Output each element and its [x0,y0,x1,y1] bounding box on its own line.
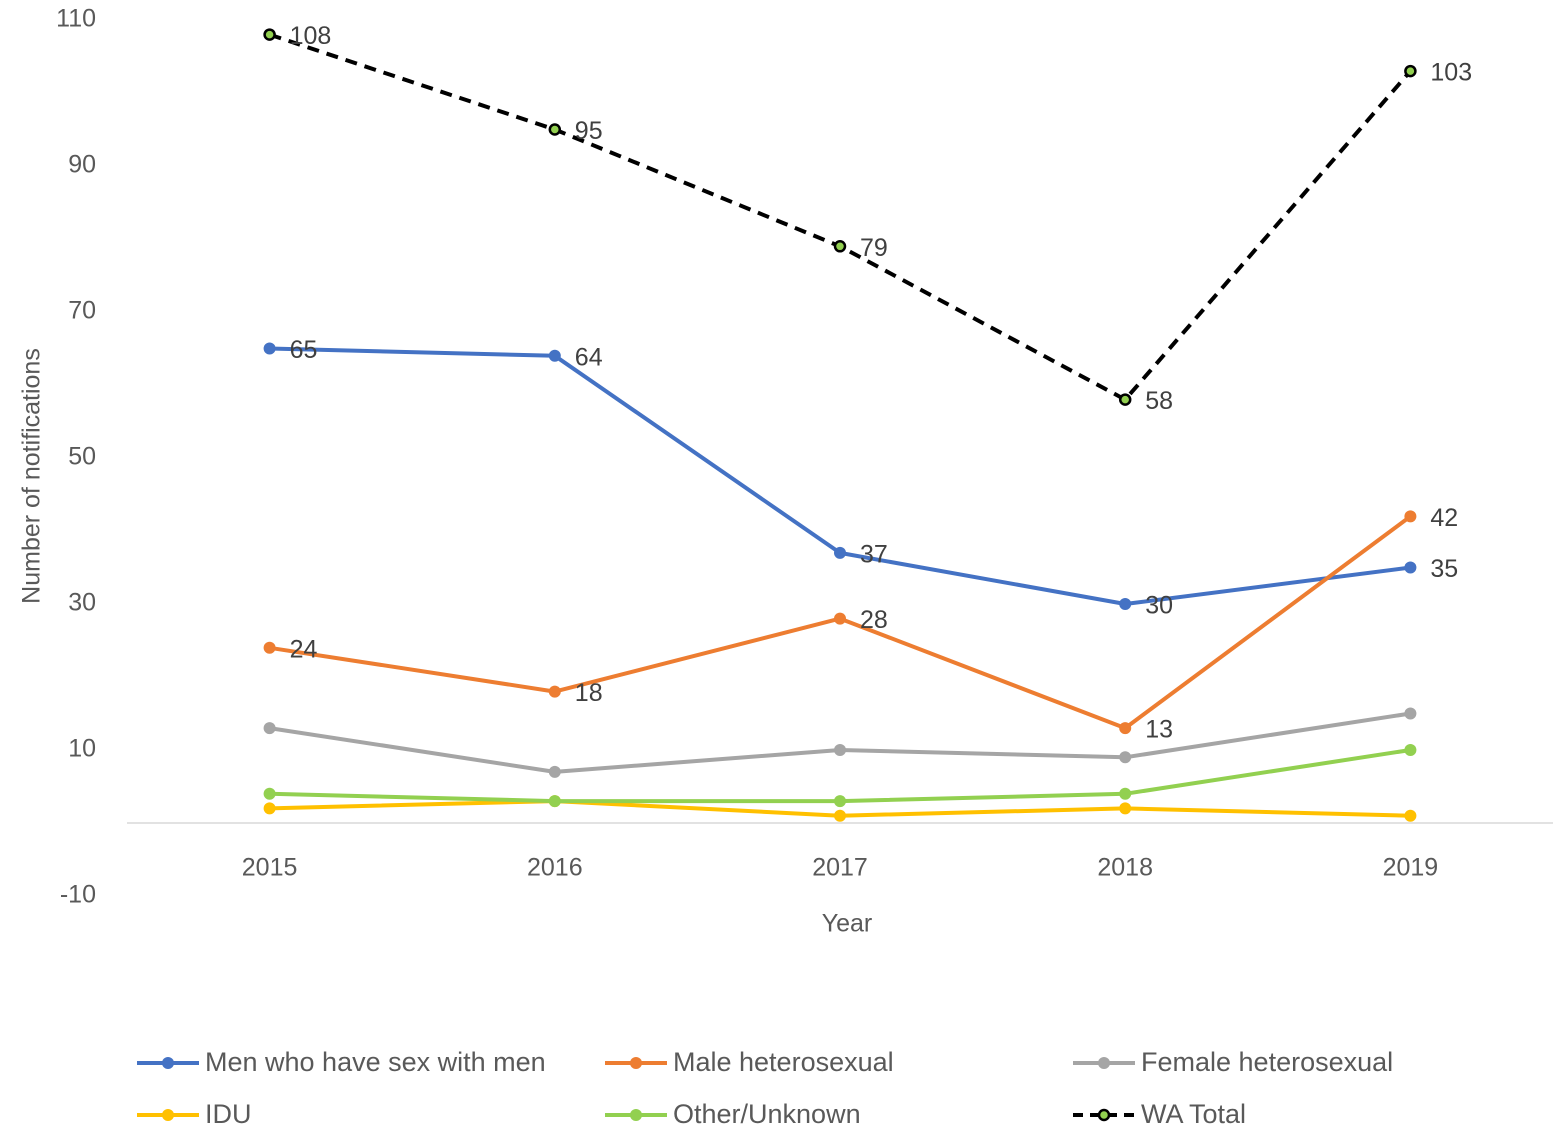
point [833,240,847,253]
legend-label: Male heterosexual [673,1047,894,1077]
series-line [269,346,1411,606]
point [263,787,276,800]
data-label: 37 [860,541,888,569]
point [834,795,846,808]
point [834,744,846,756]
legend-label: Other/Unknown [673,1099,861,1128]
legend-marker [1097,1108,1111,1122]
point [1404,744,1417,756]
data-label: 42 [1430,504,1458,532]
point [548,685,561,698]
data-label: 103 [1430,59,1472,87]
legend-marker [1098,1057,1110,1069]
x-tick-label: 2018 [1097,854,1153,882]
point [548,123,562,136]
point [1119,787,1132,800]
point [834,809,846,822]
data-label: 65 [290,336,318,364]
data-label: 24 [290,635,318,663]
point [1119,722,1132,735]
data-label: 64 [575,343,603,371]
legend-marker [630,1109,642,1121]
x-tick-label: 2016 [527,854,583,882]
point [1119,751,1132,764]
series-line [269,711,1411,774]
legend-marker [162,1057,174,1069]
data-label: 18 [575,679,603,707]
y-tick-label: 10 [68,735,96,763]
point [548,349,561,362]
legend-marker [162,1109,174,1121]
y-tick-label: -10 [60,881,96,909]
legend-label: Female heterosexual [1141,1047,1393,1077]
data-label: 58 [1145,387,1173,415]
point [834,612,846,625]
y-tick-label: 30 [68,589,96,617]
x-axis-title: Year [822,910,873,938]
point [263,722,276,735]
point [263,802,276,815]
data-label: 35 [1430,555,1458,583]
point [1404,809,1417,822]
point [1404,707,1417,720]
x-tick-label: 2015 [242,854,298,882]
y-tick-label: 110 [56,5,96,33]
point [1404,510,1417,523]
data-label: 28 [860,606,888,634]
data-label: 95 [575,117,603,145]
data-label: 30 [1145,592,1173,620]
legend-label: Men who have sex with men [205,1047,546,1077]
y-tick-label: 90 [68,151,96,179]
y-tick-label: 50 [68,443,96,471]
data-label: 13 [1145,716,1173,744]
point [1119,598,1132,610]
x-tick-label: 2019 [1383,854,1439,882]
x-tick-label: 2017 [812,854,868,882]
point [263,28,276,41]
y-axis-title: Number of notifications [18,348,46,604]
point [548,795,561,808]
y-tick-label: 70 [68,297,96,325]
point [1404,64,1417,78]
point [263,342,276,355]
series-line [269,748,1411,804]
legend-label: WA Total [1141,1099,1246,1128]
point [1119,802,1132,815]
series-line [268,32,1412,402]
point [548,765,561,778]
point [263,641,276,654]
point [834,546,846,559]
legend-marker [630,1057,642,1069]
data-label: 79 [860,234,888,262]
data-label: 108 [290,22,332,50]
point [1404,561,1417,574]
legend-label: IDU [205,1099,252,1128]
point [1118,393,1132,406]
